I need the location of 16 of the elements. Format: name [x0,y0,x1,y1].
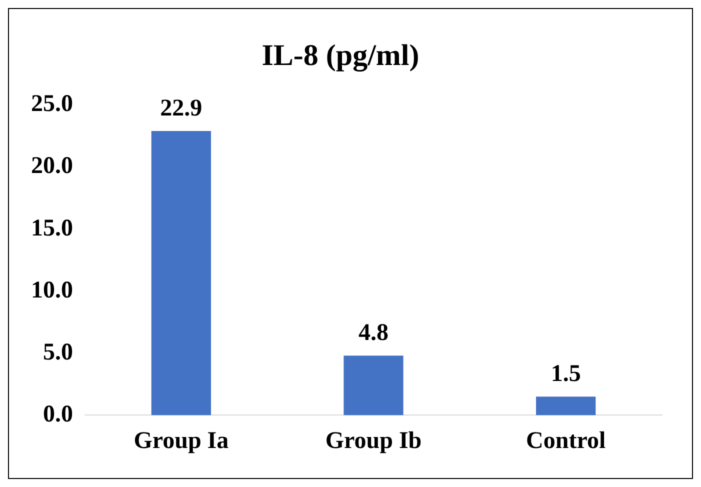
y-tick-label: 10.0 [31,277,73,304]
x-tick-label: Control [526,428,606,454]
bar [344,356,404,416]
y-tick-label: 5.0 [43,339,73,366]
data-label: 1.5 [550,360,581,387]
bar [536,396,596,416]
y-tick-label: 15.0 [31,215,73,242]
bar [151,131,211,416]
y-tick-label: 25.0 [31,91,73,118]
x-tick-label: Group Ia [134,428,229,454]
x-tick-label: Group Ib [325,428,422,454]
y-tick-label: 20.0 [31,153,73,180]
y-tick-label: 0.0 [43,401,73,428]
data-label: 4.8 [358,320,388,346]
chart-title: IL-8 (pg/ml) [262,38,420,72]
data-label: 22.9 [160,95,202,122]
